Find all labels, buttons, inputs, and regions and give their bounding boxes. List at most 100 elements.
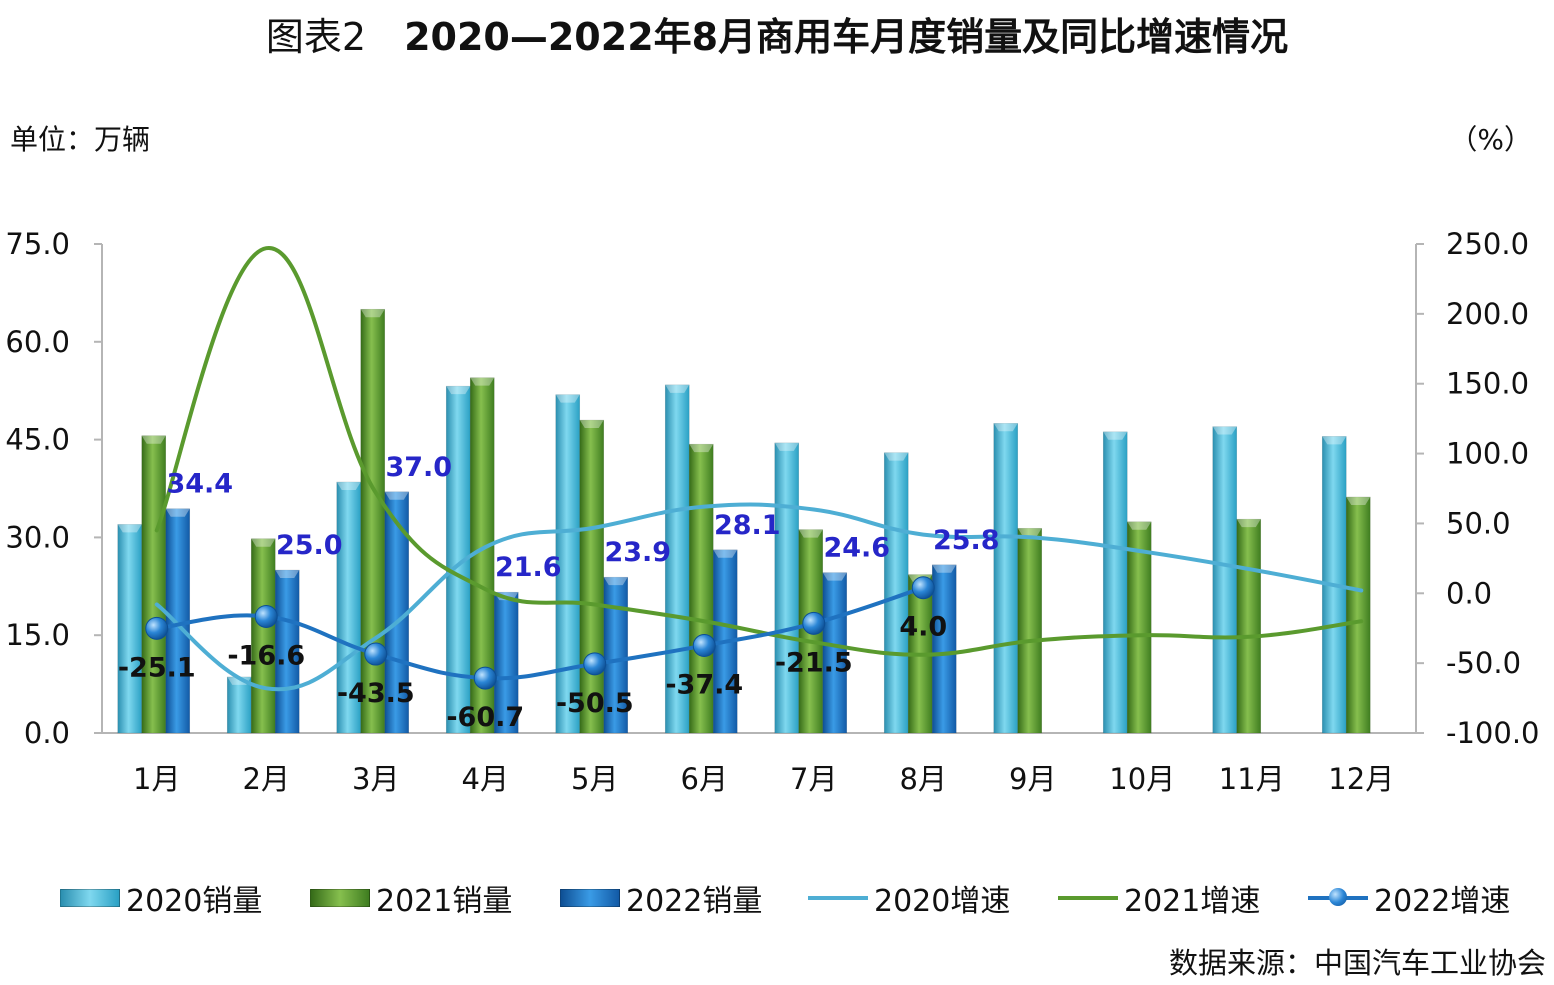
marker-2022增速 xyxy=(583,652,607,676)
left-tick-label: 15.0 xyxy=(5,618,70,652)
legend-swatch xyxy=(808,896,868,900)
bar-bevel xyxy=(774,442,799,451)
right-tick-label: -50.0 xyxy=(1446,646,1521,680)
legend-item-2022-sales: 2022销量 xyxy=(560,876,762,920)
bar-data-label: 25.8 xyxy=(933,525,1000,556)
bar-bevel xyxy=(884,452,909,461)
right-tick-label: -100.0 xyxy=(1446,716,1540,750)
legend-swatch xyxy=(60,889,120,907)
legend-item-2022-growth: 2022增速 xyxy=(1308,876,1510,920)
bar-bevel xyxy=(993,423,1018,432)
title-main: 2020—2022年8月商用车月度销量及同比增速情况 xyxy=(404,15,1289,59)
left-tick-label: 0.0 xyxy=(24,716,70,750)
bar-data-label: 25.0 xyxy=(276,530,343,561)
bar-2020销量 xyxy=(774,442,800,734)
line-data-label: -43.5 xyxy=(337,678,415,709)
left-axis-unit: 单位：万辆 xyxy=(10,123,151,156)
bar-2020销量 xyxy=(117,524,143,734)
legend-swatch xyxy=(560,889,620,907)
bar-data-label: 34.4 xyxy=(166,469,233,500)
bar-bevel xyxy=(665,384,690,393)
right-axis-unit: （%） xyxy=(1449,123,1532,156)
bar-bevel xyxy=(165,508,190,517)
bar-bevel xyxy=(1346,496,1371,505)
left-tick-label: 75.0 xyxy=(5,227,70,261)
bar-2021销量 xyxy=(579,419,605,734)
category-label: 7月 xyxy=(790,762,837,796)
bar-data-label: 23.9 xyxy=(604,537,671,568)
right-tick-label: 150.0 xyxy=(1446,367,1529,401)
legend-swatch xyxy=(1308,888,1368,906)
bar-2021销量 xyxy=(250,538,276,734)
line-data-label: 4.0 xyxy=(899,612,947,643)
line-data-label: -21.5 xyxy=(775,647,853,678)
left-tick-label: 30.0 xyxy=(5,520,70,554)
bar-bevel xyxy=(141,435,166,444)
left-tick-label: 60.0 xyxy=(5,325,70,359)
marker-2022增速 xyxy=(364,642,388,666)
axes: 0.0 15.0 30.0 45.0 60.0 75.0 -100.0 -50.0 0.0 50.… xyxy=(5,227,1539,796)
bar-bevel xyxy=(360,309,385,318)
bar-2022销量 xyxy=(493,591,519,734)
bar-2021销量 xyxy=(360,308,386,734)
category-label: 2月 xyxy=(243,762,290,796)
line-2020增速 xyxy=(154,502,1364,692)
legend-swatch xyxy=(1058,896,1118,900)
legend-label: 2021增速 xyxy=(1124,884,1261,919)
bar-2020销量 xyxy=(1212,426,1238,734)
legend-label: 2022销量 xyxy=(626,884,763,919)
bar-bevel xyxy=(822,572,847,581)
marker-2022增速 xyxy=(145,616,169,640)
bar-bevel xyxy=(603,577,628,586)
legend-label: 2020销量 xyxy=(126,884,263,919)
bar-bevel xyxy=(1322,436,1347,445)
bar-bevel xyxy=(117,524,142,533)
category-label: 4月 xyxy=(462,762,509,796)
marker-2022增速 xyxy=(254,604,278,628)
bar-bevel xyxy=(713,549,738,558)
bar-bevel xyxy=(1212,426,1237,435)
right-tick-label: 0.0 xyxy=(1446,576,1492,610)
title-prefix: 图表2 xyxy=(265,15,367,59)
bar-2022销量 xyxy=(822,572,848,734)
marker-2022增速 xyxy=(473,666,497,690)
category-label: 9月 xyxy=(1009,762,1056,796)
category-label: 6月 xyxy=(681,762,728,796)
bar-bevel xyxy=(932,564,957,573)
bar-bevel xyxy=(446,386,471,395)
bar-bevel xyxy=(275,570,300,578)
line-2021增速 xyxy=(154,246,1364,657)
bar-bevel xyxy=(384,491,409,500)
category-label: 10月 xyxy=(1109,762,1175,796)
bar-bevel xyxy=(579,420,604,429)
bar-bevel xyxy=(1127,521,1152,530)
bar-bevel xyxy=(798,529,823,538)
right-tick-label: 50.0 xyxy=(1446,506,1511,540)
bar-2021销量 xyxy=(1126,521,1152,734)
bar-2021销量 xyxy=(1236,518,1262,734)
line-data-label: -25.1 xyxy=(118,652,196,683)
bar-bevel xyxy=(689,444,714,453)
chart-title: 图表2 2020—2022年8月商用车月度销量及同比增速情况 xyxy=(0,6,1554,61)
bar-data-label: 37.0 xyxy=(385,452,452,483)
bar-2020销量 xyxy=(1102,431,1128,734)
bar-2022销量 xyxy=(931,564,957,734)
bar-2020销量 xyxy=(993,422,1019,734)
legend-label: 2020增速 xyxy=(874,884,1011,919)
category-label: 11月 xyxy=(1219,762,1285,796)
bar-bevel xyxy=(470,377,495,386)
bar-2021销量 xyxy=(141,435,167,734)
bar-2021销量 xyxy=(1345,496,1371,734)
legend-item-2020-sales: 2020销量 xyxy=(60,876,262,920)
right-tick-label: 250.0 xyxy=(1446,227,1529,261)
line-data-label: -16.6 xyxy=(227,640,305,671)
marker-2022增速 xyxy=(802,611,826,635)
data-source: 数据来源：中国汽车工业协会 xyxy=(1168,946,1546,980)
bar-bevel xyxy=(336,481,361,490)
bar-2020销量 xyxy=(664,384,690,734)
bar-2021销量 xyxy=(688,443,714,734)
data-labels: 34.4 25.0 37.0 21.6 23.9 28.1 24.6 25.8 -25.1 -16… xyxy=(118,452,1000,733)
bar-bevel xyxy=(1236,519,1261,528)
category-label: 3月 xyxy=(352,762,399,796)
lines xyxy=(145,246,1364,692)
